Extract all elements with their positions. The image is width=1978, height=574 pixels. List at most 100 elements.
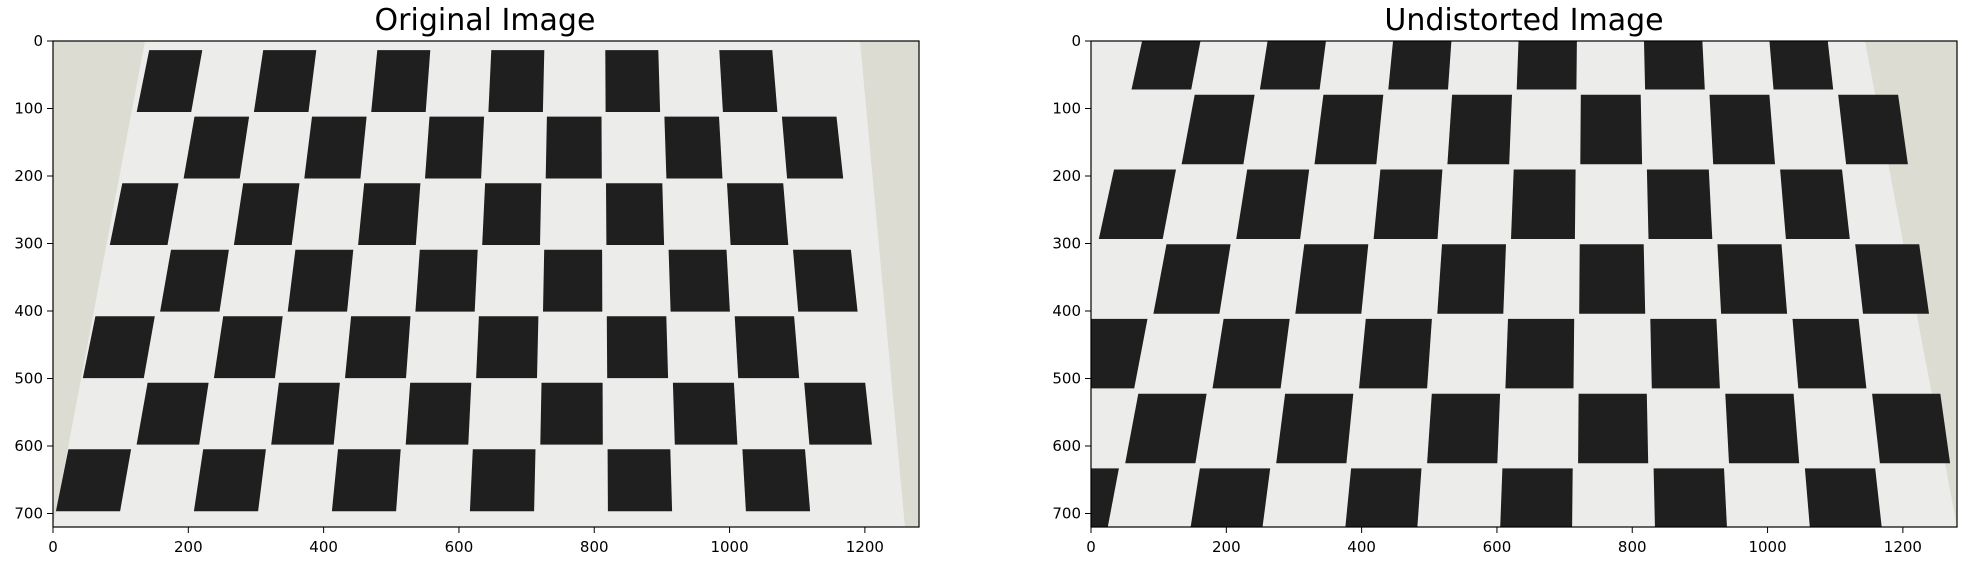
board-square (1091, 468, 1119, 527)
board-square (1098, 169, 1176, 239)
image-area (1091, 41, 1957, 527)
axes-frame (1090, 40, 1958, 528)
board-square (1447, 94, 1512, 165)
board-square (1646, 169, 1713, 239)
board-square (345, 316, 411, 379)
image-area (53, 41, 919, 527)
x-tick-label: 0 (48, 538, 58, 556)
y-tick-label: 100 (14, 100, 43, 118)
x-tick-label: 600 (445, 538, 474, 556)
board-square (742, 449, 811, 512)
board-square (1580, 94, 1643, 165)
board-square (606, 183, 665, 245)
board-square (781, 116, 844, 179)
board-square (672, 382, 738, 445)
board-square (1190, 468, 1271, 527)
board-square (1373, 169, 1443, 239)
board-square (331, 449, 401, 512)
board-square (543, 249, 603, 312)
board-square (1125, 393, 1207, 464)
board-square (415, 249, 478, 312)
x-tick-label: 1000 (1748, 538, 1786, 556)
y-tick-label: 400 (1052, 302, 1081, 320)
x-tick-label: 400 (309, 538, 338, 556)
board-square (253, 50, 317, 112)
x-tick-label: 800 (580, 538, 609, 556)
board-square (1725, 393, 1800, 464)
x-tick-label: 0 (1086, 538, 1096, 556)
board-square (605, 50, 661, 112)
board-square (1276, 393, 1354, 464)
board-square (1804, 468, 1882, 527)
board-square (425, 116, 485, 179)
axis-ticks: 0 200 400 600 800 1000 1200 0 100 200 300 400 500 600… (14, 32, 884, 556)
board-square (55, 449, 132, 512)
panel-original: Original Image 0 200 400 600 800 1000 1200 0 100… (14, 3, 920, 556)
board-square (136, 50, 203, 112)
board-square (668, 249, 730, 312)
board-square (1181, 94, 1255, 165)
board-square (1153, 244, 1231, 314)
board-square (1505, 318, 1575, 389)
board-square (1769, 41, 1834, 90)
board-square (1717, 244, 1788, 314)
board-square (545, 116, 602, 179)
board-square (1236, 169, 1310, 239)
board-square (1212, 318, 1290, 389)
x-tick-label: 1200 (1884, 538, 1922, 556)
board-square (183, 116, 250, 179)
x-tick-label: 200 (174, 538, 203, 556)
board-square (304, 116, 367, 179)
board-square (1511, 169, 1576, 239)
board-square (734, 316, 800, 379)
board-square (1427, 393, 1501, 464)
y-tick-label: 600 (1052, 437, 1081, 455)
board-square (271, 382, 340, 445)
board-square (1359, 318, 1432, 389)
x-tick-label: 1200 (846, 538, 884, 556)
y-tick-label: 400 (14, 302, 43, 320)
board-square (606, 316, 669, 379)
board-square (1578, 393, 1649, 464)
y-tick-label: 600 (14, 437, 43, 455)
board-square (607, 449, 673, 512)
board-square (1131, 41, 1201, 90)
board-square (1295, 244, 1369, 314)
board-square (1500, 468, 1573, 527)
board-square (1388, 41, 1452, 90)
y-tick-label: 500 (14, 370, 43, 388)
board-square (719, 50, 778, 112)
board-square (1259, 41, 1326, 90)
y-tick-label: 100 (1052, 100, 1081, 118)
board-square (82, 316, 155, 379)
y-tick-label: 200 (14, 167, 43, 185)
board-square (1792, 318, 1867, 389)
x-tick-label: 200 (1212, 538, 1241, 556)
board-square (193, 449, 266, 512)
board-square (482, 183, 542, 245)
x-tick-label: 600 (1483, 538, 1512, 556)
board-square (488, 50, 545, 112)
x-tick-label: 800 (1618, 538, 1647, 556)
y-tick-label: 200 (1052, 167, 1081, 185)
board-square (469, 449, 536, 512)
board-square (1653, 468, 1727, 527)
checkerboard (55, 50, 872, 512)
board-square (1650, 318, 1720, 389)
board-square (540, 382, 603, 445)
board-square (109, 183, 179, 245)
board-square (358, 183, 421, 245)
board-square (793, 249, 858, 312)
y-tick-label: 500 (1052, 370, 1081, 388)
board-square (160, 249, 229, 312)
y-tick-label: 300 (1052, 235, 1081, 253)
board-square (1437, 244, 1506, 314)
board-square (476, 316, 539, 379)
board-square (1516, 41, 1577, 90)
board-square (804, 382, 872, 445)
board-square (1838, 94, 1908, 165)
board-square (405, 382, 472, 445)
x-tick-label: 1000 (710, 538, 748, 556)
board-square (1579, 244, 1646, 314)
y-tick-label: 300 (14, 235, 43, 253)
